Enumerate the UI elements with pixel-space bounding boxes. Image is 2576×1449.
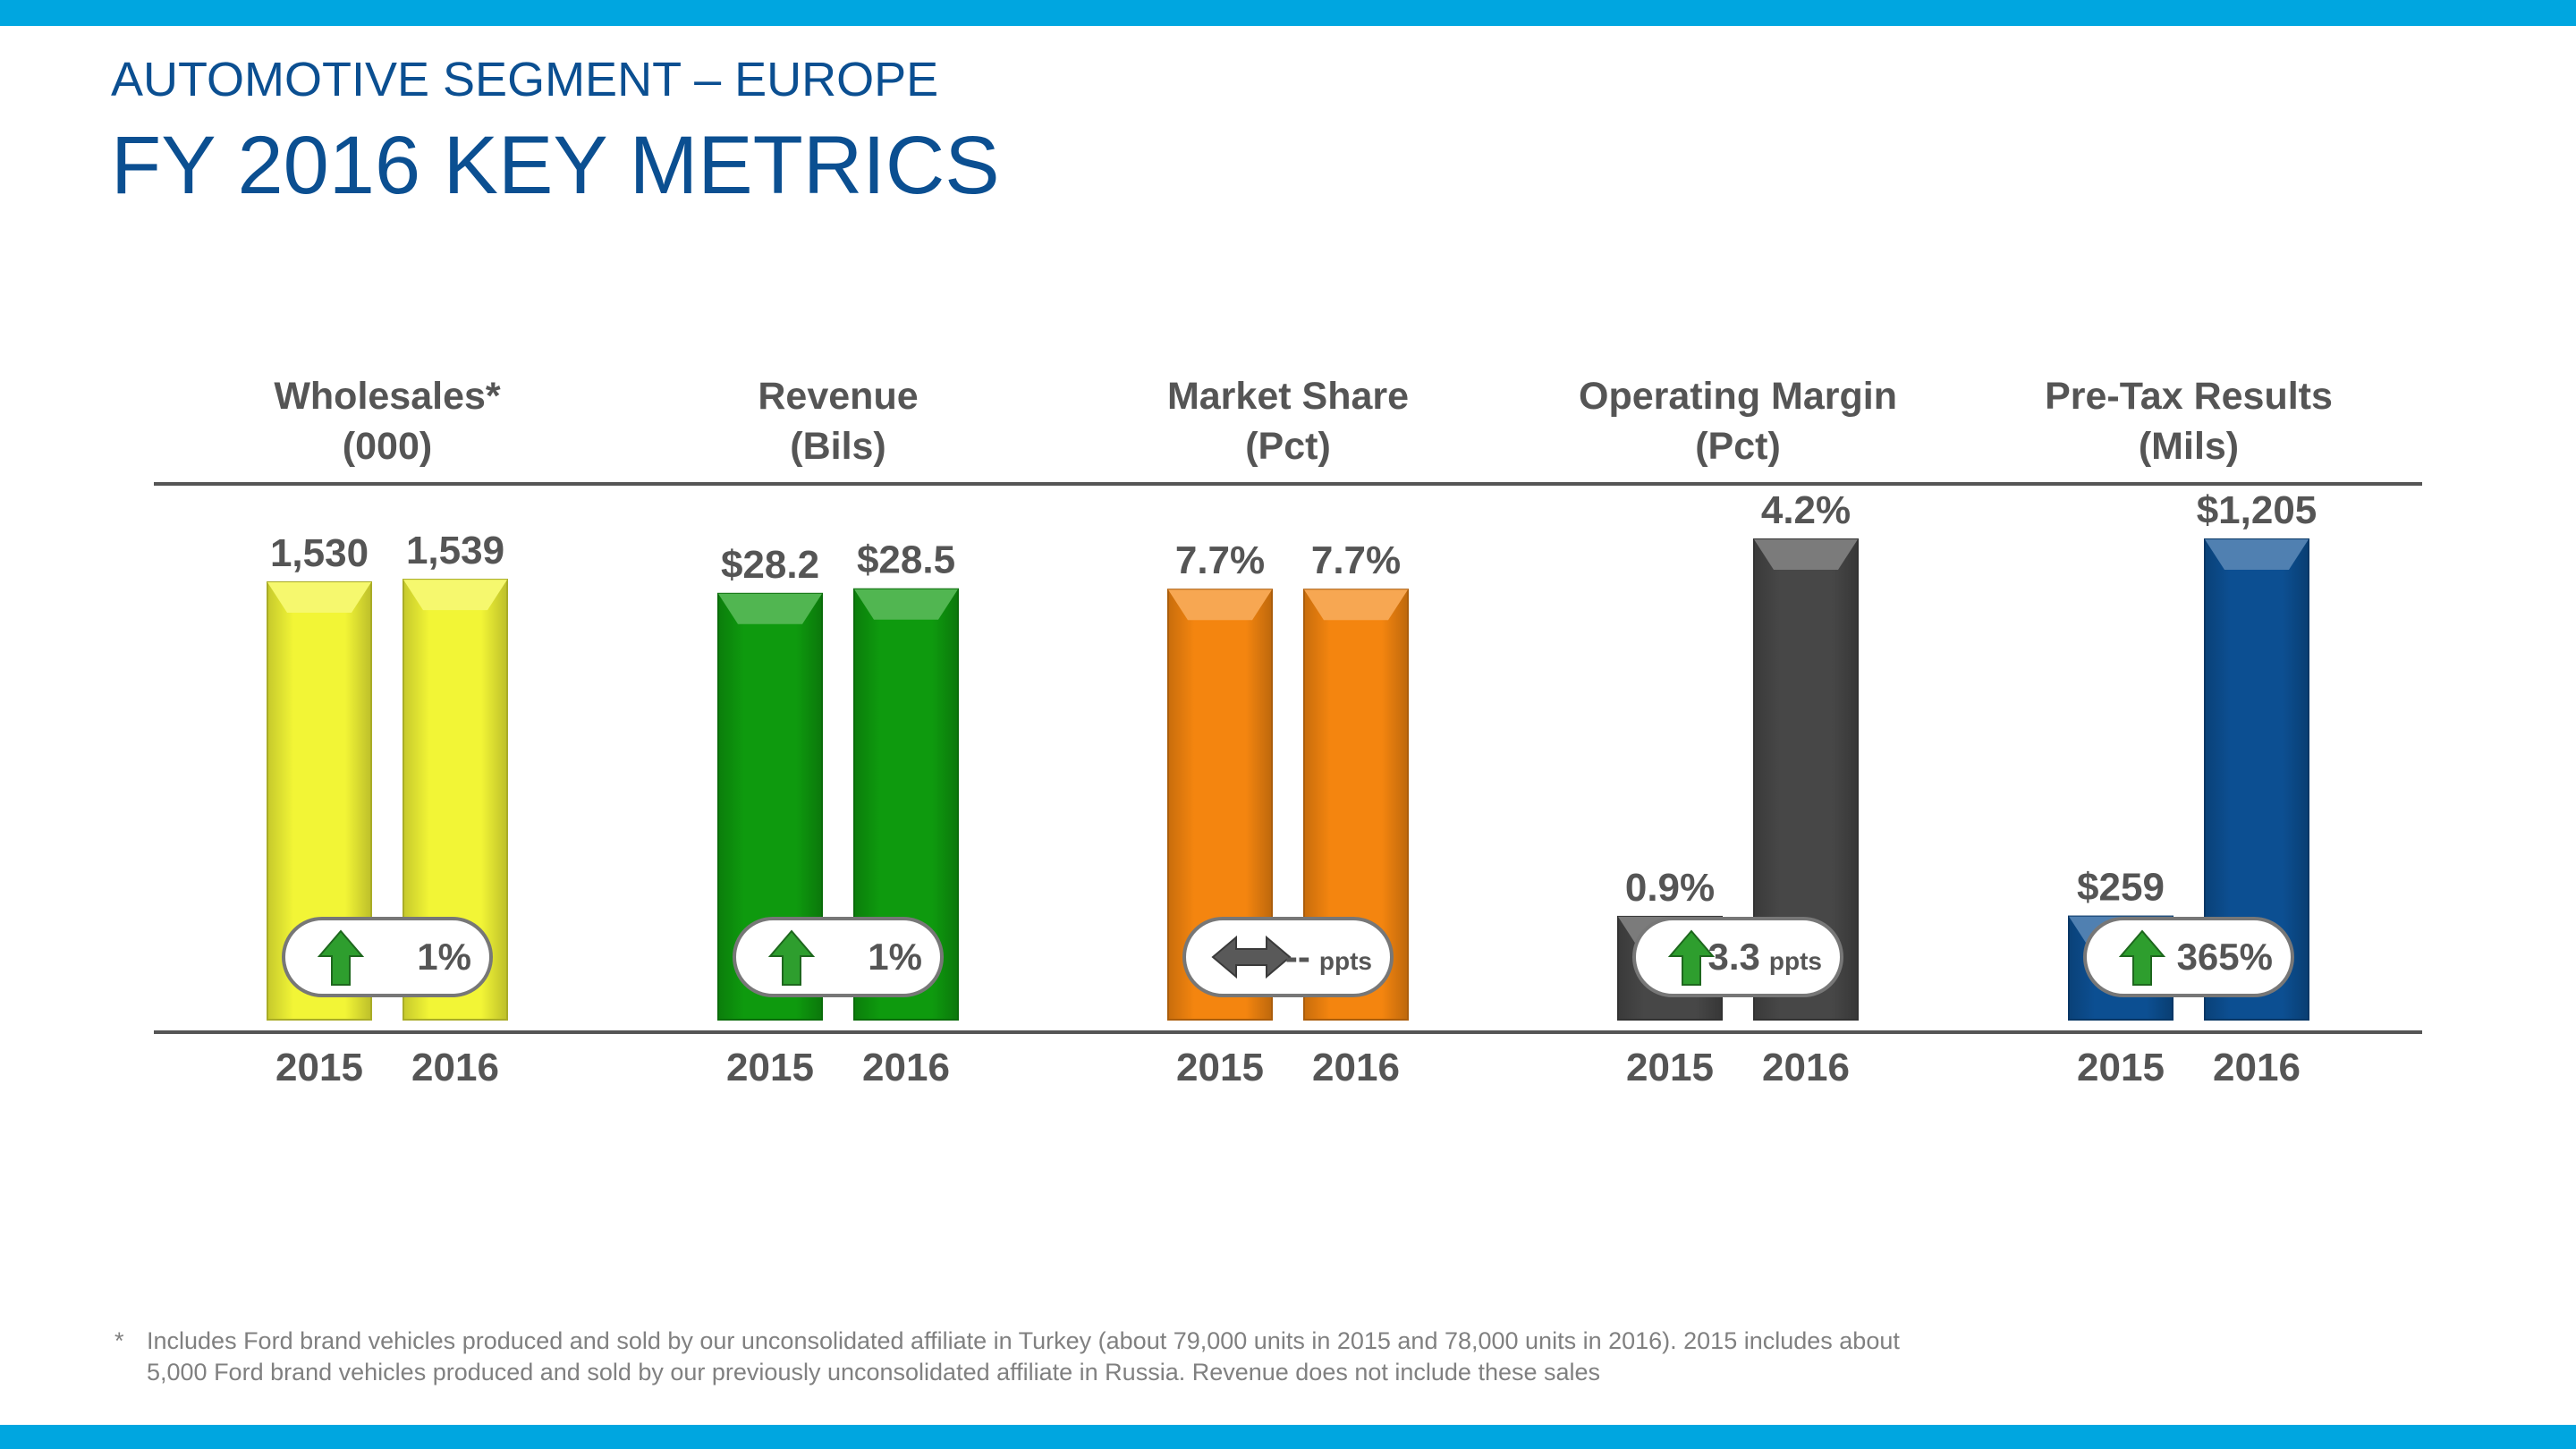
bar-bevel	[854, 589, 958, 620]
change-number: 1%	[417, 936, 471, 978]
value-label: 1,539	[406, 529, 504, 572]
change-value: 1%	[417, 936, 471, 978]
change-number: 1%	[868, 936, 922, 978]
metric-unit: (Bils)	[790, 425, 886, 468]
change-unit: ppts	[1319, 947, 1372, 975]
metric-unit: (Mils)	[2139, 425, 2239, 468]
change-value: 3.3 ppts	[1708, 936, 1823, 978]
bar-bevel	[2205, 539, 2309, 570]
change-badge: 1%	[282, 917, 493, 997]
value-label: $28.2	[721, 543, 819, 587]
year-label: 2015	[726, 1046, 814, 1089]
metric-title: Market Share	[1167, 375, 1409, 418]
change-value: -- ppts	[1285, 936, 1372, 978]
year-label: 2015	[1626, 1046, 1714, 1089]
change-unit: ppts	[1769, 947, 1822, 975]
bar-bevel	[1304, 589, 1408, 621]
metric-title: Wholesales*	[274, 375, 501, 418]
bar-bevel	[1168, 589, 1272, 621]
slide-title: FY 2016 KEY METRICS	[111, 120, 1000, 211]
metric-unit: (000)	[343, 425, 432, 468]
bottom-band	[0, 1425, 2576, 1449]
year-label: 2016	[862, 1046, 950, 1089]
up-arrow-icon	[317, 929, 365, 986]
bar-bevel	[403, 580, 507, 611]
value-label: 1,530	[270, 531, 369, 575]
change-value: 365%	[2177, 936, 2273, 978]
year-label: 2015	[275, 1046, 363, 1089]
bar-bevel	[1754, 539, 1858, 570]
year-label: 2016	[2213, 1046, 2301, 1089]
up-arrow-icon	[767, 929, 816, 986]
footnote-text: Includes Ford brand vehicles produced an…	[147, 1327, 1900, 1385]
metric-group-revenue: Revenue (Bils) $28.2 2015 $28.5 2016 1%	[717, 375, 959, 1089]
bar-bevel	[267, 581, 371, 613]
year-label: 2016	[411, 1046, 499, 1089]
metric-unit: (Pct)	[1245, 425, 1331, 468]
metric-group-wholesales: Wholesales* (000) 1,530 2015 1,539 2016 1%	[267, 375, 508, 1089]
metric-unit: (Pct)	[1695, 425, 1781, 468]
change-number: --	[1285, 936, 1310, 978]
value-label: 0.9%	[1625, 866, 1715, 910]
change-badge: 1%	[733, 917, 944, 997]
top-band	[0, 0, 2576, 26]
bar-bevel	[718, 593, 822, 624]
year-label: 2015	[2077, 1046, 2165, 1089]
metric-group-pre-tax-results: Pre-Tax Results (Mils) $259 2015 $1,205 2016 3…	[2045, 375, 2333, 1089]
up-arrow-icon	[1667, 929, 1716, 986]
slide-subtitle: AUTOMOTIVE SEGMENT – EUROPE	[111, 53, 939, 106]
up-arrow-icon	[2118, 929, 2166, 986]
value-label: $1,205	[2197, 488, 2318, 532]
left-right-arrow-icon	[1211, 935, 1292, 979]
year-label: 2015	[1176, 1046, 1264, 1089]
footnote-marker: *	[114, 1327, 124, 1354]
change-number: 3.3	[1708, 936, 1760, 978]
value-label: 4.2%	[1761, 488, 1851, 532]
value-label: 7.7%	[1311, 538, 1401, 582]
metric-group-operating-margin: Operating Margin (Pct) 0.9% 2015 4.2% 2016 3.3…	[1579, 375, 1897, 1089]
year-label: 2016	[1762, 1046, 1850, 1089]
year-label: 2016	[1312, 1046, 1400, 1089]
change-badge: -- ppts	[1182, 917, 1394, 997]
change-value: 1%	[868, 936, 922, 978]
change-badge: 3.3 ppts	[1632, 917, 1843, 997]
change-number: 365%	[2177, 936, 2273, 978]
metric-title: Pre-Tax Results	[2045, 375, 2333, 418]
change-badge: 365%	[2083, 917, 2294, 997]
metric-group-market-share: Market Share (Pct) 7.7% 2015 7.7% 2016 -- ppts	[1167, 375, 1409, 1089]
value-label: 7.7%	[1175, 538, 1265, 582]
value-label: $28.5	[857, 538, 955, 582]
metric-title: Operating Margin	[1579, 375, 1897, 418]
metric-title: Revenue	[758, 375, 918, 418]
value-label: $259	[2077, 866, 2165, 910]
